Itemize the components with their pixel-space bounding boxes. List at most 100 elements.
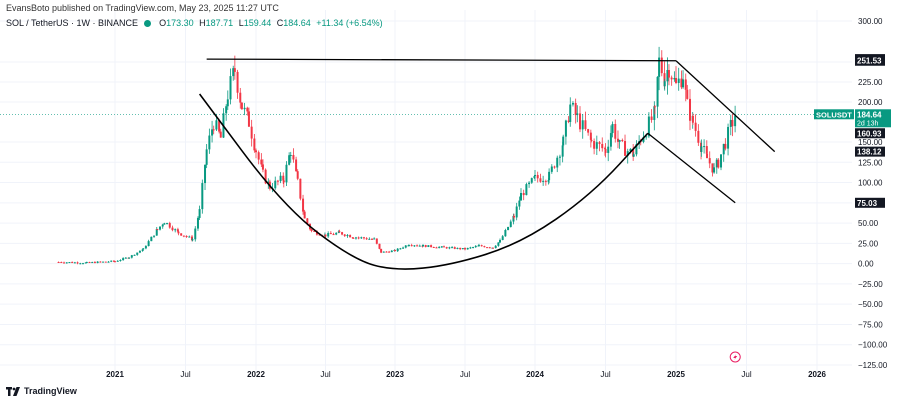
candle-body <box>618 139 621 142</box>
candle-body <box>196 217 199 229</box>
candle-body <box>289 154 292 156</box>
x-tick-label: Jul <box>180 370 190 379</box>
candle-body <box>686 89 689 99</box>
candle-body <box>349 235 352 238</box>
candle-body <box>666 69 669 82</box>
candle-body <box>84 262 87 264</box>
candle-body <box>587 129 590 133</box>
candle-body <box>114 261 116 263</box>
candle-body <box>416 245 419 247</box>
candle-body <box>466 247 469 250</box>
candle-body <box>724 143 727 149</box>
price-tag <box>855 55 885 66</box>
candle-body <box>159 226 162 230</box>
candle-body <box>647 116 650 137</box>
candle-body <box>579 113 582 130</box>
candle-body <box>394 249 396 252</box>
candle-body <box>616 138 619 142</box>
open-label: O <box>159 18 167 28</box>
candle-body <box>313 230 316 232</box>
candle-body <box>233 68 236 72</box>
candle-body <box>456 247 459 249</box>
close-label: C <box>276 18 284 28</box>
candle-body <box>142 248 145 250</box>
tradingview-footer[interactable]: TradingView <box>6 386 77 396</box>
candle-body <box>153 235 156 237</box>
candle-body <box>296 171 299 179</box>
y-tick-label: 300.00 <box>858 17 883 26</box>
lightning-glyph <box>733 354 738 360</box>
x-tick-label: 2023 <box>386 370 404 379</box>
candle-body <box>601 143 604 149</box>
candle-body <box>675 78 677 83</box>
candle-body <box>562 136 565 146</box>
attribution-text: EvansBoto published on TradingView.com, … <box>6 3 279 13</box>
candle-body <box>501 236 504 241</box>
candle-body <box>71 262 74 264</box>
candle-body <box>204 164 207 184</box>
candle-body <box>128 257 131 259</box>
candle-body <box>191 239 194 241</box>
candle-body <box>711 163 714 173</box>
candle-body <box>243 107 246 110</box>
candle-body <box>461 248 464 250</box>
symbol-name[interactable]: SOL / TetherUS · 1W · BINANCE <box>6 18 139 28</box>
candle-body <box>558 156 561 158</box>
candle-body <box>375 238 378 244</box>
candle-body <box>96 261 99 264</box>
candle-body <box>65 262 68 264</box>
candle-body <box>584 120 587 130</box>
price-tag <box>855 197 885 208</box>
candle-body <box>533 176 536 179</box>
candle-body <box>645 136 648 138</box>
candle-body <box>715 159 718 168</box>
candle-body <box>435 247 438 249</box>
y-tick-label: 50.00 <box>858 219 879 228</box>
open-value: 173.30 <box>166 18 194 28</box>
candle-body <box>141 249 144 251</box>
candle-body <box>226 99 229 107</box>
candle-body <box>635 144 638 155</box>
candle-body <box>656 76 659 107</box>
candle-body <box>285 164 288 183</box>
candle-body <box>720 154 723 168</box>
price-tag-text: 138.12 <box>857 148 882 157</box>
candle-body <box>166 223 169 225</box>
candle-body <box>614 124 617 139</box>
high-value: 187.71 <box>205 18 234 28</box>
low-label: L <box>238 18 244 28</box>
candle-body <box>734 115 737 127</box>
candle-body <box>188 236 191 238</box>
candle-body <box>451 247 454 249</box>
candle-body <box>257 152 260 160</box>
candle-body <box>518 200 521 207</box>
candle-body <box>399 248 402 250</box>
candle-body <box>282 175 285 181</box>
candle-body <box>354 237 357 239</box>
price-tag <box>855 128 885 139</box>
candle-body <box>212 129 215 131</box>
candle-body <box>382 251 385 253</box>
candle-body <box>99 261 102 263</box>
candle-body <box>609 133 612 147</box>
candle-body <box>595 142 598 149</box>
candle-body <box>147 241 150 247</box>
candle-body <box>677 78 680 83</box>
candle-body <box>459 247 462 250</box>
change-value: +11.34 (+6.54%) <box>316 18 383 28</box>
candle-body <box>443 246 445 248</box>
candle-body <box>682 79 685 88</box>
candle-body <box>663 81 666 87</box>
candle-body <box>469 247 472 249</box>
x-tick-label: 2026 <box>808 370 826 379</box>
descending-line <box>675 60 776 153</box>
candle-body <box>653 106 656 108</box>
candle-body <box>310 229 313 231</box>
candle-body <box>440 246 443 248</box>
candle-body <box>512 215 515 222</box>
candle-body <box>464 248 466 250</box>
candle-body <box>536 174 539 179</box>
candle-body <box>373 238 376 240</box>
candle-body <box>329 233 332 235</box>
